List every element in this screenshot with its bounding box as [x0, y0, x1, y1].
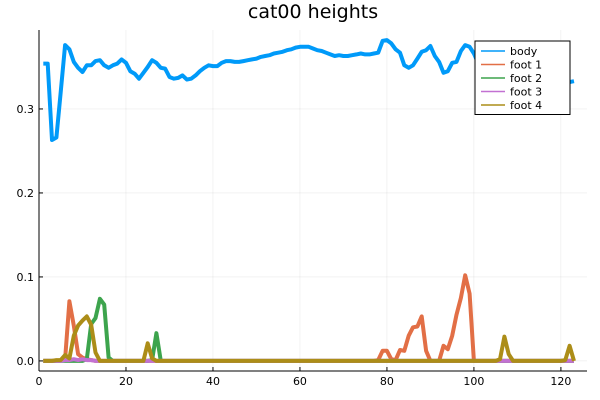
- legend-label: foot 2: [510, 72, 542, 85]
- legend-label: foot 4: [510, 99, 542, 112]
- chart-title: cat00 heights: [248, 1, 378, 23]
- y-tick-label: 0.2: [17, 187, 35, 200]
- series-line-foot-1: [43, 273, 574, 363]
- y-tick-label: 0.0: [17, 355, 35, 368]
- legend-label: body: [510, 45, 538, 58]
- legend-label: foot 3: [510, 86, 542, 99]
- y-tick-label: 0.3: [17, 103, 35, 116]
- x-tick-label: 120: [550, 375, 571, 388]
- x-tick-label: 60: [293, 375, 307, 388]
- x-tick-label: 20: [119, 375, 133, 388]
- legend-label: foot 1: [510, 59, 542, 72]
- axes: 0 20 40 60 80 100 120 0.0 0.1 0.2 0.3: [17, 30, 587, 388]
- series-line-foot-4: [43, 314, 576, 363]
- x-tick-label: 100: [463, 375, 484, 388]
- x-tick-label: 80: [380, 375, 394, 388]
- y-tick-label: 0.1: [17, 271, 35, 284]
- x-tick-label: 40: [206, 375, 220, 388]
- x-tick-label: 0: [36, 375, 43, 388]
